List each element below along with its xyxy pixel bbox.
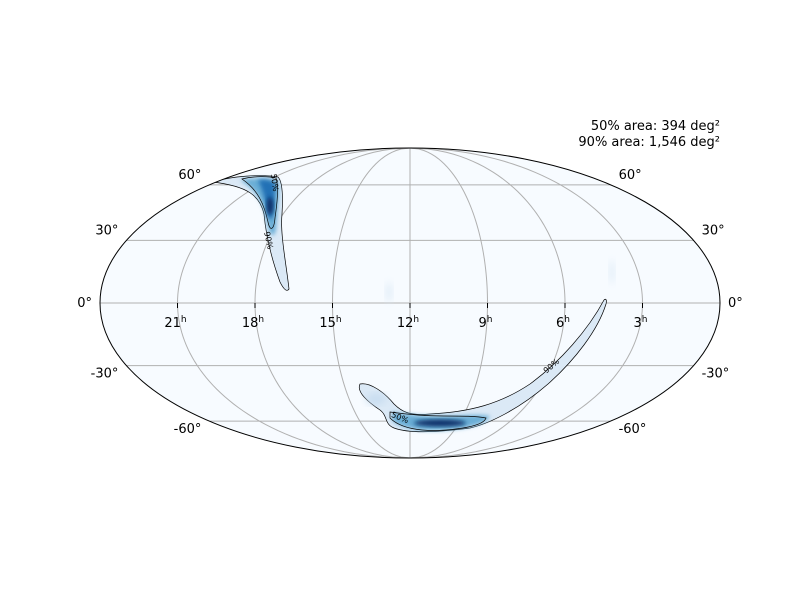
faint-streak-center [386, 282, 392, 302]
dec-label-left: 60° [178, 168, 201, 183]
ra-axis: 21h 18h 15h 12h 9h 6h 3h [164, 303, 648, 331]
sky-outline [99, 147, 721, 459]
dec-label-right: -60° [619, 422, 647, 437]
dec-label-right: 30° [702, 223, 725, 238]
north-region-50 [241, 176, 278, 229]
dec-label-left: -30° [91, 367, 119, 382]
south-region-50 [389, 411, 487, 431]
dec-label-right: 0° [728, 296, 743, 311]
dec-label-right: -30° [702, 367, 730, 382]
south-region-light-patch [366, 394, 386, 404]
south-region-90 [358, 298, 607, 433]
dec-label-left: -60° [174, 422, 202, 437]
faint-streak-right [609, 260, 615, 284]
area-50-annotation: 50% area: 394 deg² [590, 119, 720, 134]
dec-label-right: 60° [619, 168, 642, 183]
area-90-annotation: 90% area: 1,546 deg² [578, 135, 720, 150]
contour-label-north-90: 90% [262, 231, 275, 251]
dec-label-left: 30° [95, 223, 118, 238]
south-region-peak [414, 419, 466, 427]
contour-label-north-50: 50% [269, 173, 280, 192]
probability-regions [211, 175, 615, 433]
dec-label-left: 0° [77, 296, 92, 311]
north-region-peak [266, 197, 274, 215]
dec-axis: 60° 60° 30° 30° 0° 0° -30° -30° -60° -60° [77, 168, 743, 437]
